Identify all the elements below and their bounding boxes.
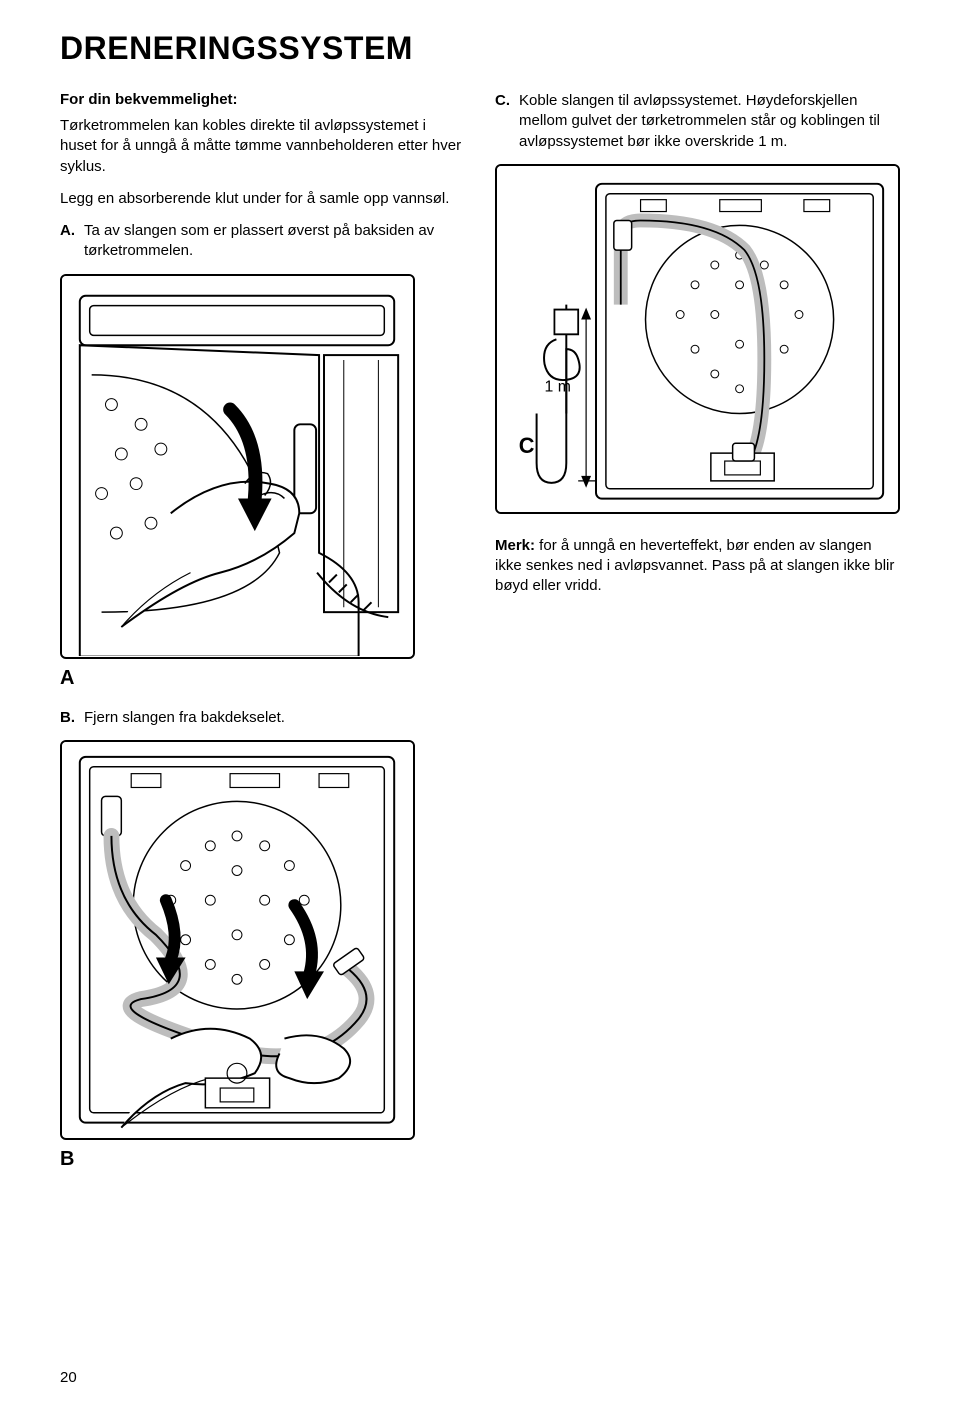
step-b-text: Fjern slangen fra bakdekselet. [84, 708, 465, 728]
step-c: C. Koble slangen til avløpssystemet. Høy… [495, 91, 900, 152]
two-column-layout: For din bekvemmelighet: Tørketrommelen k… [60, 91, 900, 1171]
step-c-letter: C. [495, 91, 519, 152]
intro-heading: For din bekvemmelighet: [60, 91, 465, 108]
figure-b-illustration [62, 742, 413, 1137]
note: Merk: for å unngå en heverteffekt, bør e… [495, 536, 900, 597]
step-a: A. Ta av slangen som er plassert øverst … [60, 221, 465, 262]
figure-c-illustration: 1 m C [497, 166, 898, 513]
step-a-letter: A. [60, 221, 84, 262]
step-b-letter: B. [60, 708, 84, 728]
left-column: For din bekvemmelighet: Tørketrommelen k… [60, 91, 465, 1171]
page-number: 20 [60, 1369, 77, 1386]
right-column: C. Koble slangen til avløpssystemet. Høy… [495, 91, 900, 1171]
step-a-text: Ta av slangen som er plassert øverst på … [84, 221, 465, 262]
fig-c-height-label: 1 m [545, 378, 571, 395]
fig-c-inside-label: C [519, 433, 535, 458]
figure-c: 1 m C [495, 164, 900, 514]
figure-a-illustration [62, 276, 413, 657]
pretext: Legg en absorberende klut under for å sa… [60, 189, 465, 209]
figure-b [60, 740, 415, 1140]
figure-a-label: A [60, 667, 465, 690]
intro-paragraph: Tørketrommelen kan kobles direkte til av… [60, 116, 465, 177]
figure-a [60, 274, 415, 659]
step-b: B. Fjern slangen fra bakdekselet. [60, 708, 465, 728]
step-c-text: Koble slangen til avløpssystemet. Høydef… [519, 91, 900, 152]
note-bold: Merk: [495, 537, 535, 554]
page-title: DRENERINGSSYSTEM [60, 30, 900, 67]
figure-b-label: B [60, 1148, 465, 1171]
note-text: for å unngå en heverteffekt, bør enden a… [495, 537, 894, 595]
